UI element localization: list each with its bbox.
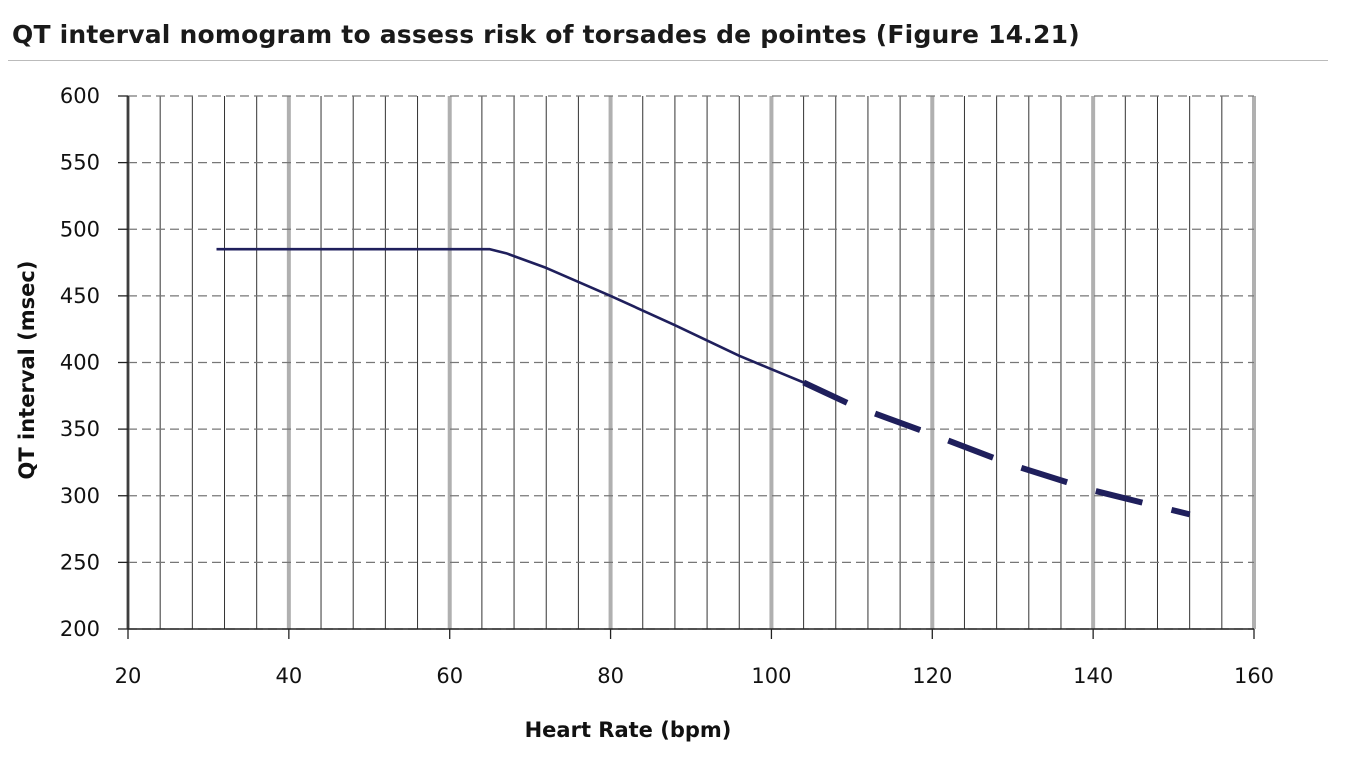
label-layer: 20 40 60 80 100 120 140 160 200 250 300 350 400 450 50… xyxy=(60,84,1274,688)
y-tick-label: 350 xyxy=(60,417,100,441)
x-tick-label: 80 xyxy=(597,664,624,688)
x-tick-label: 140 xyxy=(1073,664,1113,688)
y-tick-label: 450 xyxy=(60,284,100,308)
x-tick-label: 120 xyxy=(912,664,952,688)
series-line-dashed xyxy=(802,379,1191,518)
series-line-solid xyxy=(216,247,805,384)
y-tick-label: 200 xyxy=(60,617,100,641)
y-axis-label: QT interval (msec) xyxy=(15,261,39,480)
x-tick-label: 60 xyxy=(436,664,463,688)
y-tick-label: 250 xyxy=(60,550,100,574)
series-layer xyxy=(216,247,1191,518)
x-tick-label: 100 xyxy=(751,664,791,688)
x-axis-label: Heart Rate (bpm) xyxy=(525,718,732,742)
y-tick-label: 400 xyxy=(60,351,100,375)
x-tick-label: 40 xyxy=(275,664,302,688)
grid-layer xyxy=(126,95,1256,630)
y-tick-label: 600 xyxy=(60,84,100,108)
x-tick-label: 20 xyxy=(115,664,142,688)
title-divider xyxy=(8,60,1328,61)
axis-layer xyxy=(118,95,1255,639)
x-tick-label: 160 xyxy=(1234,664,1274,688)
y-tick-label: 300 xyxy=(60,484,100,508)
y-tick-label: 500 xyxy=(60,217,100,241)
y-tick-label: 550 xyxy=(60,151,100,175)
page-title: QT interval nomogram to assess risk of t… xyxy=(12,20,1080,49)
